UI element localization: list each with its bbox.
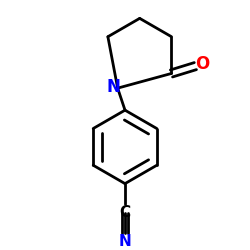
Text: N: N [106,78,120,96]
Text: O: O [195,55,209,73]
Text: C: C [120,205,130,220]
Text: N: N [119,234,132,249]
